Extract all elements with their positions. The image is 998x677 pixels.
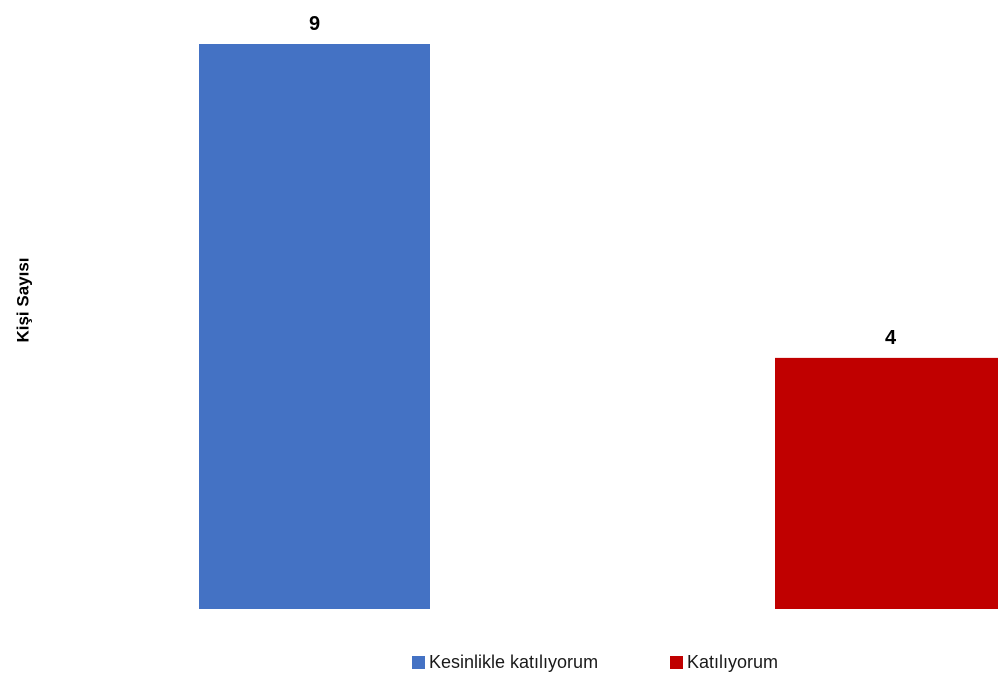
legend-swatch-kesinlikle-katiliyorum (412, 656, 425, 669)
y-axis-label: Kişi Sayısı (13, 257, 32, 342)
legend-swatch-katiliyorum (670, 656, 683, 669)
data-label-katiliyorum: 4 (885, 327, 897, 349)
legend-label-katiliyorum: Katılıyorum (687, 652, 778, 673)
legend: Kesinlikle katılıyorum Katılıyorum (0, 650, 998, 676)
bar-kesinlikle-katiliyorum (199, 44, 430, 609)
legend-item-katiliyorum: Katılıyorum (670, 652, 778, 673)
bar-katiliyorum (775, 358, 998, 609)
data-label-kesinlikle-katiliyorum: 9 (309, 13, 320, 35)
bars-group (199, 44, 998, 609)
legend-label-kesinlikle-katiliyorum: Kesinlikle katılıyorum (429, 652, 598, 673)
legend-item-kesinlikle-katiliyorum: Kesinlikle katılıyorum (412, 652, 598, 673)
